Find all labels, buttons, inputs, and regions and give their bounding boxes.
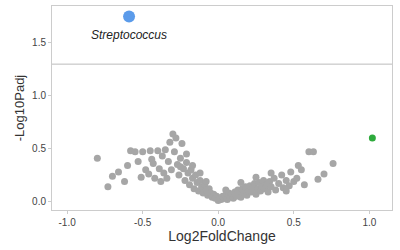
svg-text:0.5: 0.5 (32, 143, 46, 154)
svg-text:1.0: 1.0 (362, 217, 376, 228)
svg-text:0.0: 0.0 (211, 217, 225, 228)
svg-text:-Log10Padj: -Log10Padj (12, 75, 27, 142)
svg-text:1.0: 1.0 (32, 90, 46, 101)
svg-text:Log2FoldChange: Log2FoldChange (168, 228, 276, 244)
svg-text:-0.5: -0.5 (134, 217, 152, 228)
svg-text:-1.0: -1.0 (58, 217, 76, 228)
svg-text:1.5: 1.5 (32, 37, 46, 48)
svg-text:Streptococcus: Streptococcus (91, 28, 167, 42)
svg-text:0.0: 0.0 (32, 196, 46, 207)
svg-text:0.5: 0.5 (287, 217, 301, 228)
